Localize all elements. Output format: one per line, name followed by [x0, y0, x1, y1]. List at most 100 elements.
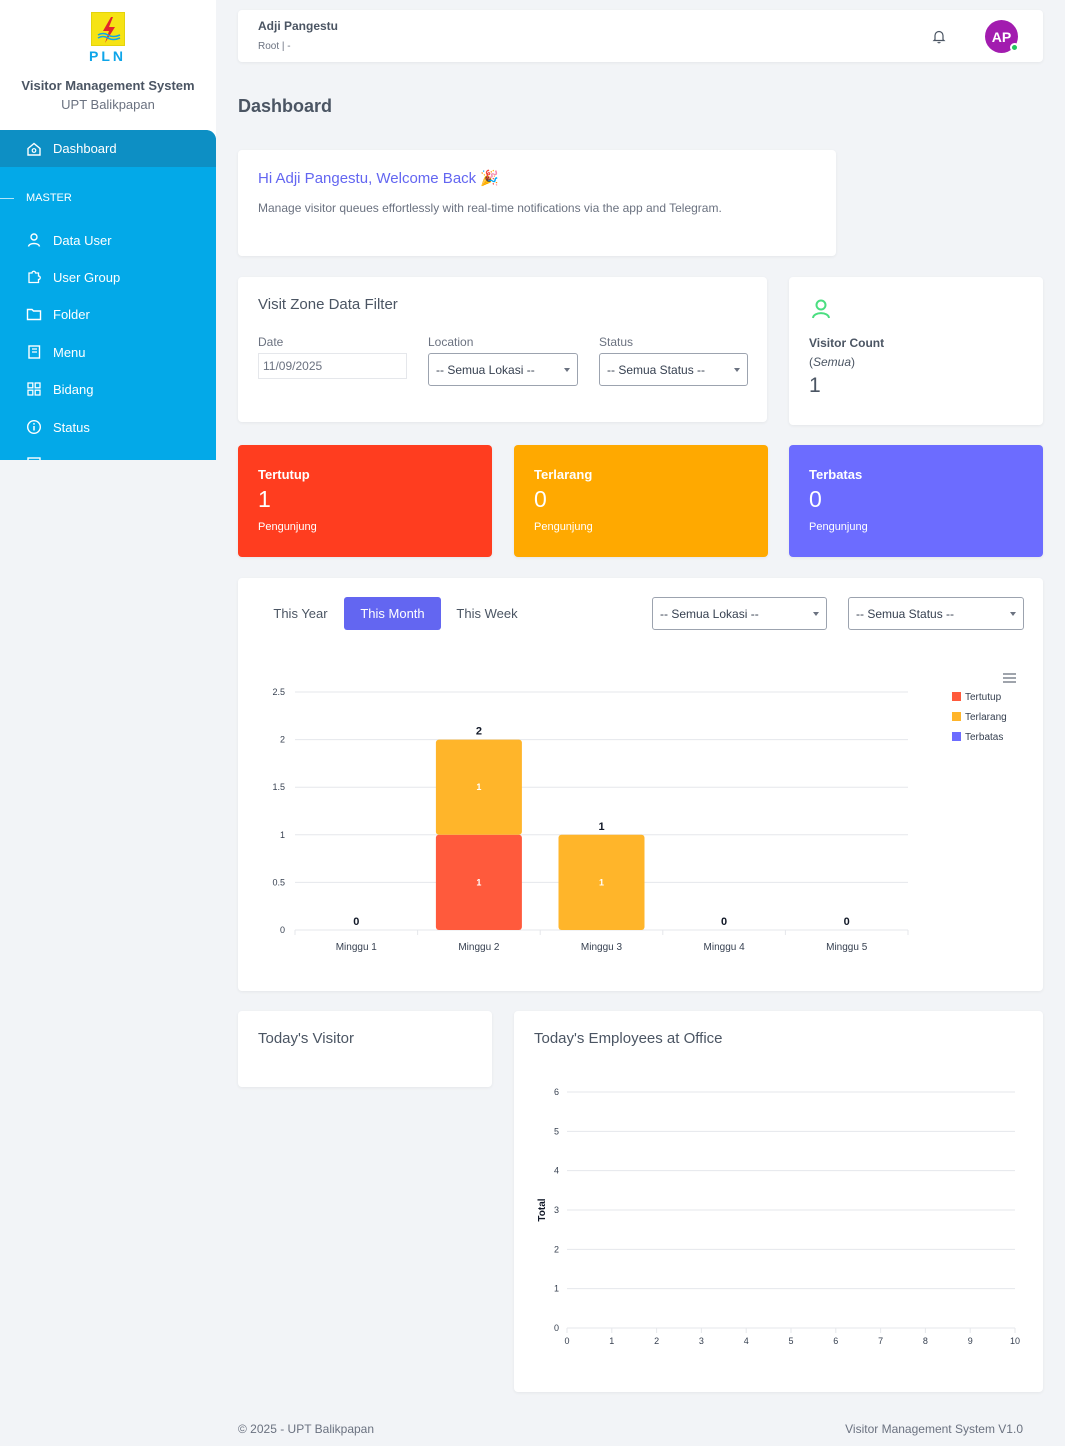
legend-label: Terlarang	[965, 712, 1007, 723]
chevron-down-icon	[734, 368, 740, 372]
bar-data-label: 1	[599, 877, 604, 887]
employees-card: Today's Employees at Office 0 1 2 3 4 5 6 0 1 2 3 4…	[514, 1011, 1043, 1392]
welcome-title: Hi Adji Pangestu, Welcome Back 🎉	[258, 170, 500, 187]
chart-location-value: -- Semua Lokasi --	[660, 606, 759, 621]
sidebar-item-label: Dashboard	[53, 141, 117, 156]
x-tick-label: Minggu 5	[826, 942, 868, 953]
sidebar-item-status[interactable]: Status	[0, 412, 216, 442]
x-tick-label: Minggu 3	[581, 942, 623, 953]
visit-chart-card: This Year This Month This Week -- Semua …	[238, 578, 1043, 991]
bar-data-label: 1	[476, 877, 481, 887]
user-icon	[809, 297, 833, 321]
chevron-down-icon	[564, 368, 570, 372]
visitor-count-label: Visitor Count	[809, 336, 885, 350]
x-tick-label: 6	[833, 1336, 838, 1346]
welcome-card: Hi Adji Pangestu, Welcome Back 🎉 Manage …	[238, 150, 836, 256]
bar-data-label: 1	[476, 782, 481, 792]
y-tick-label: 0	[280, 925, 285, 935]
avatar[interactable]: AP	[985, 20, 1019, 53]
legend-label: Terbatas	[965, 732, 1003, 743]
online-status-dot	[1010, 43, 1019, 52]
bell-icon[interactable]	[931, 28, 947, 44]
puzzle-icon	[26, 269, 42, 285]
visit-bar-chart: 0 0.5 1 1.5 2 2.5 Minggu 1 0 Minggu 2 1 1 2 Minggu 3…	[272, 673, 1016, 953]
bar-total-label: 0	[721, 916, 727, 928]
tab-this-year[interactable]: This Year	[273, 606, 328, 621]
stat-title: Terbatas	[809, 467, 863, 482]
bar-terlarang	[558, 834, 645, 930]
section-label: MASTER	[26, 192, 72, 204]
sidebar-section-master: MASTER	[0, 190, 216, 206]
topbar: Adji Pangestu Root | - AP	[238, 10, 1043, 62]
calendar-icon	[26, 455, 42, 460]
x-tick-label: 2	[654, 1336, 659, 1346]
app-title: Visitor Management System	[21, 78, 195, 93]
y-tick-label: 1	[280, 830, 285, 840]
legend-label: Tertutup	[965, 692, 1002, 703]
x-tick-label: 1	[609, 1336, 614, 1346]
bar-total-label: 2	[476, 726, 482, 738]
stat-title: Tertutup	[258, 467, 310, 482]
brand: PLN Visitor Management System UPT Balikp…	[0, 0, 216, 130]
x-tick-label: Minggu 1	[336, 942, 378, 953]
legend-swatch	[952, 732, 961, 741]
stat-sub: Pengunjung	[258, 521, 317, 533]
bar-tertutup	[435, 834, 522, 930]
filter-title: Visit Zone Data Filter	[258, 296, 398, 313]
sidebar-item-partial[interactable]	[0, 448, 216, 460]
stat-sub: Pengunjung	[534, 521, 593, 533]
x-tick-label: 3	[699, 1336, 704, 1346]
pln-logo: PLN	[89, 12, 125, 64]
sidebar-item-user-group[interactable]: User Group	[0, 262, 216, 292]
chevron-down-icon	[1010, 612, 1016, 616]
stat-value: 0	[534, 486, 547, 512]
sidebar-item-label: Bidang	[53, 381, 94, 397]
stat-card-terbatas: Terbatas 0 Pengunjung	[789, 445, 1043, 557]
pln-logo-mark	[91, 12, 125, 46]
info-icon	[26, 419, 42, 435]
sidebar-item-label: Data User	[53, 232, 112, 248]
sidebar-item-data-user[interactable]: Data User	[0, 225, 216, 255]
filter-card: Visit Zone Data Filter Date 11/09/2025 L…	[238, 277, 767, 422]
location-select[interactable]: -- Semua Lokasi --	[428, 353, 578, 386]
status-select[interactable]: -- Semua Status --	[599, 353, 748, 386]
tab-this-month[interactable]: This Month	[344, 597, 441, 630]
book-icon	[26, 344, 42, 360]
tab-this-week[interactable]: This Week	[456, 606, 518, 621]
x-tick-label: Minggu 2	[458, 942, 500, 953]
date-input[interactable]: 11/09/2025	[258, 353, 407, 379]
status-label: Status	[599, 335, 634, 349]
y-tick-label: 0.5	[272, 877, 285, 887]
bar-total-label: 1	[598, 821, 604, 833]
page-title: Dashboard	[238, 96, 333, 116]
sidebar-item-menu[interactable]: Menu	[0, 337, 216, 367]
footer-copyright: © 2025 - UPT Balikpapan	[238, 1422, 375, 1436]
stat-value: 1	[258, 486, 271, 512]
chart-status-select[interactable]: -- Semua Status --	[848, 597, 1024, 630]
footer-version: Visitor Management System V1.0	[845, 1422, 1023, 1436]
sidebar-item-label: User Group	[53, 269, 121, 285]
sidebar-item-folder[interactable]: Folder	[0, 299, 216, 329]
user-name: Adji Pangestu	[258, 19, 339, 33]
y-tick-label: 1	[554, 1284, 559, 1294]
home-icon	[26, 141, 42, 157]
sidebar-item-label: Status	[53, 419, 90, 435]
x-tick-label: 4	[744, 1336, 749, 1346]
chevron-down-icon	[813, 612, 819, 616]
y-tick-label: 2	[554, 1244, 559, 1254]
sidebar-item-dashboard[interactable]: Dashboard	[0, 130, 216, 167]
sidebar-item-bidang[interactable]: Bidang	[0, 374, 216, 404]
visitor-count-value: 1	[809, 374, 821, 397]
y-tick-label: 3	[554, 1205, 559, 1215]
y-tick-label: 4	[554, 1166, 559, 1176]
stat-card-tertutup: Tertutup 1 Pengunjung	[238, 445, 492, 557]
status-select-value: -- Semua Status --	[607, 362, 706, 377]
date-label: Date	[258, 335, 284, 349]
app-subtitle: UPT Balikpapan	[61, 97, 155, 112]
grid-icon	[26, 381, 42, 397]
y-axis-label: Total	[537, 1198, 548, 1221]
y-tick-label: 1.5	[272, 782, 285, 792]
todays-visitor-title: Today's Visitor	[258, 1030, 354, 1047]
chart-location-select[interactable]: -- Semua Lokasi --	[652, 597, 827, 630]
stat-title: Terlarang	[534, 467, 593, 482]
